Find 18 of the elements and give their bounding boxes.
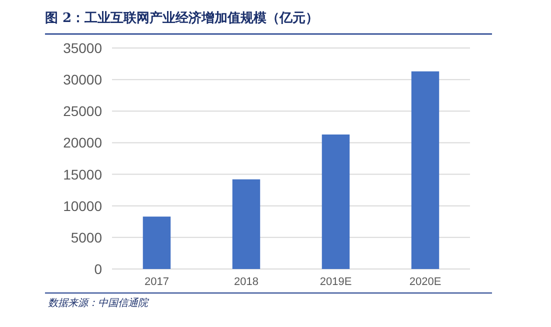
x-tick-label: 2017 bbox=[144, 276, 169, 288]
bar bbox=[232, 179, 260, 269]
bar bbox=[322, 134, 350, 269]
y-tick-label: 30000 bbox=[63, 72, 102, 88]
y-tick-label: 25000 bbox=[63, 103, 102, 120]
y-tick-label: 35000 bbox=[63, 40, 102, 56]
bar bbox=[411, 71, 440, 269]
y-tick-label: 5000 bbox=[70, 229, 102, 246]
x-tick-label: 2020E bbox=[409, 276, 442, 288]
y-tick-label: 15000 bbox=[63, 166, 102, 182]
x-tick-label: 2019E bbox=[320, 276, 352, 288]
source-note: 数据来源：中国信通院 bbox=[48, 297, 150, 309]
bar bbox=[142, 216, 171, 269]
y-tick-label: 10000 bbox=[63, 198, 102, 214]
chart-title: 图 2：工业互联网产业经济增加值规模（亿元） bbox=[45, 10, 319, 26]
x-tick-label: 2018 bbox=[234, 276, 258, 288]
y-tick-label: 20000 bbox=[63, 134, 102, 151]
y-tick-label: 0 bbox=[94, 261, 102, 277]
